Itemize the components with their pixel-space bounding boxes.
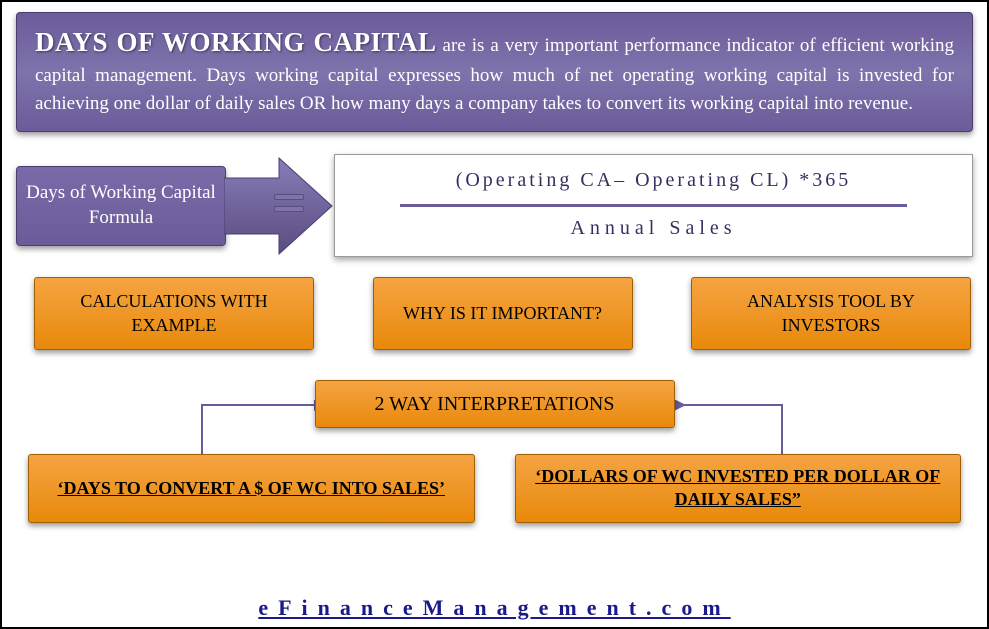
- orange-topic-row: CALCULATIONS WITH EXAMPLE WHY IS IT IMPO…: [34, 277, 971, 350]
- topic-calculations: CALCULATIONS WITH EXAMPLE: [34, 277, 314, 350]
- interpretations-row: ‘DAYS TO CONVERT A $ OF WC INTO SALES’ ‘…: [28, 454, 961, 523]
- topic-importance-label: WHY IS IT IMPORTANT?: [403, 302, 602, 325]
- topic-analysis: ANALYSIS TOOL BY INVESTORS: [691, 277, 971, 350]
- interpretations-heading: 2 WAY INTERPRETATIONS: [375, 391, 615, 417]
- formula-expression-box: (Operating CA– Operating CL) *365 Annual…: [334, 154, 973, 257]
- formula-label-box: Days of Working Capital Formula: [16, 166, 226, 246]
- interpretations-heading-box: 2 WAY INTERPRETATIONS: [315, 380, 675, 428]
- interpretation-right: ‘DOLLARS OF WC INVESTED PER DOLLAR OF DA…: [526, 465, 951, 512]
- header-definition-box: DAYS OF WORKING CAPITAL are is a very im…: [16, 12, 973, 132]
- footer-site-link: eFinanceManagement.com: [2, 595, 987, 621]
- formula-arrow: [224, 156, 334, 256]
- formula-divider-line: [400, 204, 908, 207]
- formula-denominator: Annual Sales: [365, 217, 942, 240]
- equals-icon: [274, 194, 304, 218]
- interpretation-left: ‘DAYS TO CONVERT A $ OF WC INTO SALES’: [58, 477, 445, 500]
- formula-row: Days of Working Capital Formula (Operati…: [16, 154, 973, 257]
- topic-calculations-label: CALCULATIONS WITH EXAMPLE: [45, 290, 303, 337]
- interpretations-section: 2 WAY INTERPRETATIONS ‘DAYS TO CONVERT A…: [2, 380, 987, 523]
- formula-numerator: (Operating CA– Operating CL) *365: [365, 169, 942, 200]
- interpretation-left-box: ‘DAYS TO CONVERT A $ OF WC INTO SALES’: [28, 454, 475, 523]
- topic-analysis-label: ANALYSIS TOOL BY INVESTORS: [702, 290, 960, 337]
- interpretation-right-box: ‘DOLLARS OF WC INVESTED PER DOLLAR OF DA…: [515, 454, 962, 523]
- header-title: DAYS OF WORKING CAPITAL: [35, 27, 437, 57]
- topic-importance: WHY IS IT IMPORTANT?: [373, 277, 633, 350]
- formula-label-text: Days of Working Capital Formula: [25, 181, 217, 230]
